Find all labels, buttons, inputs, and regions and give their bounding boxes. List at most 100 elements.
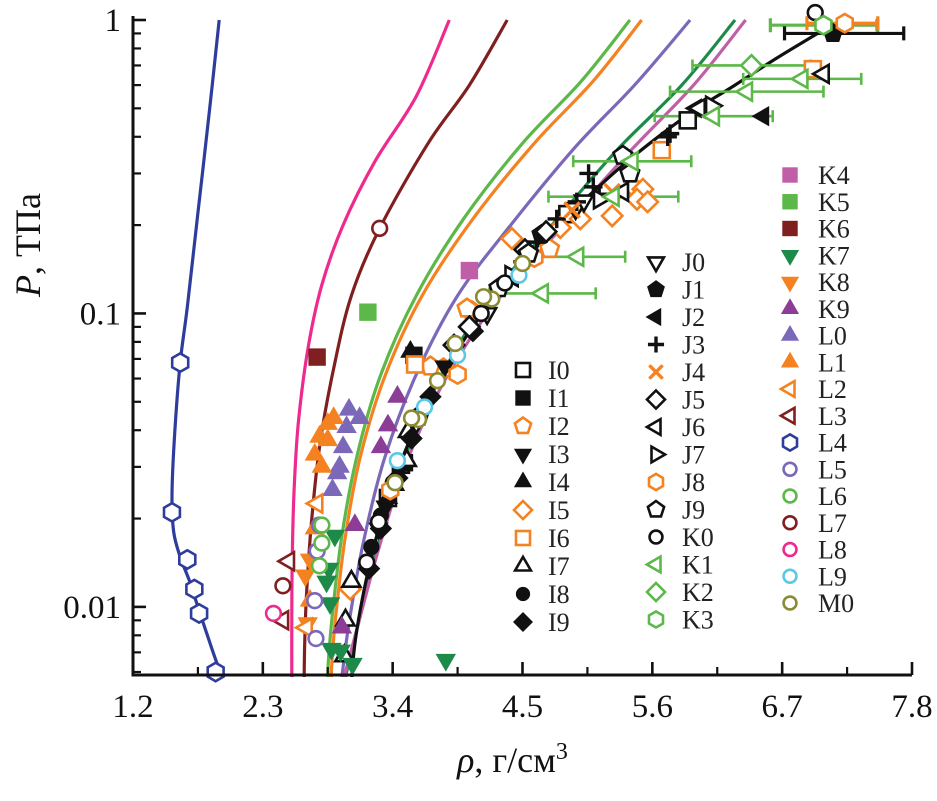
x-tick-label: 7.8 <box>891 689 932 725</box>
legend-label: L0 <box>818 322 847 351</box>
legend-item-I8: I8 <box>515 580 570 609</box>
legend-label: J1 <box>682 276 705 305</box>
legend-item-L9: L9 <box>782 562 847 591</box>
series-L0 <box>322 397 370 496</box>
series-K9 <box>331 384 408 634</box>
legend-item-L7: L7 <box>782 509 847 538</box>
legend-label: K3 <box>682 606 714 635</box>
legend-label: I9 <box>548 608 570 637</box>
legend-item-J1: J1 <box>647 276 705 305</box>
series-I0 <box>378 111 698 508</box>
series-L4 <box>162 351 225 683</box>
legend-item-I5: I5 <box>512 496 570 525</box>
legend-item-I1: I1 <box>515 384 570 413</box>
legend-label: L5 <box>818 455 847 484</box>
legend-item-J6: J6 <box>644 413 705 442</box>
legend-label: K8 <box>818 268 850 297</box>
legend-item-J4: J4 <box>648 358 705 387</box>
legend-label: J8 <box>682 468 705 497</box>
legend-label: J5 <box>682 386 705 415</box>
x-axis-title: ρ, г/см3 <box>456 739 568 780</box>
curve-blue-L4 <box>170 19 226 677</box>
legend-item-J0: J0 <box>645 248 705 277</box>
legend-item-K1: K1 <box>644 551 714 580</box>
legend-item-L1: L1 <box>780 348 847 377</box>
series-K7 <box>316 529 457 676</box>
y-tick-label: 1 <box>105 3 122 39</box>
legend-label: I7 <box>548 552 570 581</box>
legend-label: K6 <box>818 215 850 244</box>
legend-label: K2 <box>682 578 714 607</box>
legend-item-K4: K4 <box>782 161 850 190</box>
series-K2 <box>739 53 764 78</box>
legend-label: J9 <box>682 496 705 525</box>
series-K4 <box>460 261 479 280</box>
legend-label: K5 <box>818 188 850 217</box>
legend-label: J0 <box>682 248 705 277</box>
legend-label: J2 <box>682 303 705 332</box>
legend-item-J8: J8 <box>647 468 705 497</box>
legend-label: I1 <box>548 384 570 413</box>
legend-label: L1 <box>818 348 847 377</box>
legend-item-J5: J5 <box>645 386 705 415</box>
legend-label: I4 <box>548 468 570 497</box>
legend-item-I7: I7 <box>512 552 570 581</box>
legend-item-J2: J2 <box>645 303 705 332</box>
legend-label: I2 <box>548 412 570 441</box>
legend-item-L0: L0 <box>780 322 847 351</box>
y-tick-label: 0.1 <box>80 296 121 332</box>
legend-label: K1 <box>682 551 714 580</box>
series-K1 <box>529 67 809 305</box>
legend-item-I0: I0 <box>514 356 570 385</box>
legend-label: L7 <box>818 509 847 538</box>
legend-label: I6 <box>548 524 570 553</box>
legend-item-K2: K2 <box>645 578 714 607</box>
legend-item-J9: J9 <box>646 496 705 525</box>
legend-item-I2: I2 <box>513 412 570 441</box>
legend-item-K0: K0 <box>648 523 714 552</box>
axes <box>131 16 914 677</box>
legend-item-K9: K9 <box>780 295 850 324</box>
legend-label: I3 <box>548 440 570 469</box>
legend-item-K6: K6 <box>782 215 850 244</box>
series-K5 <box>359 303 377 321</box>
legend-item-L8: L8 <box>782 536 847 565</box>
x-tick-label: 2.3 <box>242 689 283 725</box>
series-L6 <box>310 516 331 575</box>
legend-item-L6: L6 <box>782 482 847 511</box>
legend-item-J7: J7 <box>650 441 705 470</box>
series-K3 <box>814 14 833 36</box>
x-tick-label: 5.6 <box>632 689 673 725</box>
tick-labels: 1.2 2.3 3.4 4.5 5.6 6.7 7.8 1 0.1 0.01 <box>63 3 932 725</box>
legend-item-K8: K8 <box>780 268 850 297</box>
data-points <box>162 3 855 683</box>
legend-label: L4 <box>818 429 847 458</box>
legend-item-K3: K3 <box>647 606 714 635</box>
x-tick-label: 3.4 <box>372 689 413 725</box>
series-K0 <box>358 3 824 571</box>
series-K6 <box>308 348 326 366</box>
legend-label: J6 <box>682 413 705 442</box>
series-L7 <box>274 219 389 595</box>
legend-item-I9: I9 <box>513 608 570 637</box>
legend-label: I5 <box>548 496 570 525</box>
legend-item-L2: L2 <box>778 375 847 404</box>
series-I5 <box>338 174 660 602</box>
legend-item-I4: I4 <box>513 468 570 497</box>
legend-label: J7 <box>682 441 705 470</box>
curve-green-K5 <box>326 19 632 677</box>
theory-curves <box>170 18 834 677</box>
series-J6 <box>609 62 831 203</box>
legend-label: L8 <box>818 536 847 565</box>
x-tick-label: 4.5 <box>502 689 543 725</box>
y-axis-title: P, ТПа <box>8 193 48 298</box>
legend-label: J3 <box>682 331 705 360</box>
legend-label: L3 <box>818 402 847 431</box>
series-L2 <box>293 492 324 639</box>
x-tick-label: 1.2 <box>112 689 153 725</box>
